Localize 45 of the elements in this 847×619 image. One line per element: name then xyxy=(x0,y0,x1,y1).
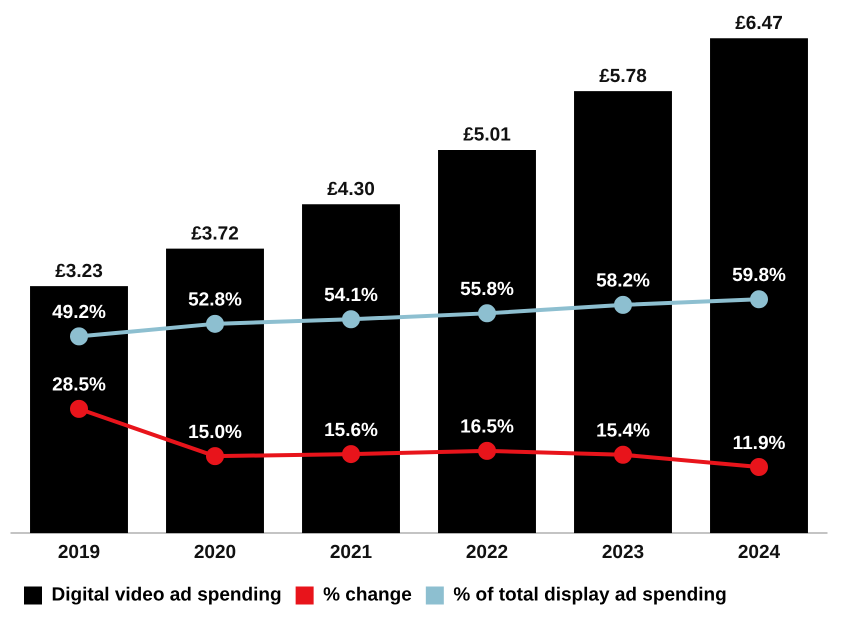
point xyxy=(478,304,496,322)
point xyxy=(750,290,768,308)
legend-label: Digital video ad spending xyxy=(52,584,282,606)
x-tick-label: 2023 xyxy=(602,542,644,563)
data-label: 59.8% xyxy=(732,265,786,286)
point xyxy=(206,447,224,466)
data-label: 58.2% xyxy=(596,270,650,292)
x-tick-label: 2021 xyxy=(330,542,373,563)
point xyxy=(342,445,360,464)
data-label: £3.72 xyxy=(191,223,239,244)
point xyxy=(342,310,360,328)
data-label: 54.1% xyxy=(324,285,378,306)
x-tick-label: 2020 xyxy=(194,542,236,563)
point xyxy=(614,296,632,314)
legend-label: % of total display ad spending xyxy=(453,584,727,606)
data-label: £3.23 xyxy=(55,260,103,282)
data-label: £6.47 xyxy=(735,13,783,34)
data-label: 55.8% xyxy=(460,279,514,300)
bar xyxy=(30,286,128,534)
legend-label: % change xyxy=(323,584,412,606)
data-label: 11.9% xyxy=(732,432,786,454)
data-label: 49.2% xyxy=(52,302,106,324)
data-label: 15.0% xyxy=(188,422,242,443)
point xyxy=(614,446,632,464)
point xyxy=(478,442,496,460)
data-label: 28.5% xyxy=(52,374,106,396)
point xyxy=(70,400,88,418)
x-tick-label: 2019 xyxy=(58,542,100,563)
point xyxy=(70,327,88,346)
bar xyxy=(574,91,672,534)
data-label: 16.5% xyxy=(460,416,514,438)
bar xyxy=(438,150,536,534)
data-label: 15.4% xyxy=(596,420,650,442)
data-label: 52.8% xyxy=(188,290,242,311)
data-label: £5.78 xyxy=(599,66,647,87)
data-label: 15.6% xyxy=(324,420,378,441)
point xyxy=(750,458,768,476)
bar xyxy=(302,204,400,534)
data-label: £4.30 xyxy=(327,179,375,200)
bar xyxy=(166,248,264,534)
data-label: £5.01 xyxy=(463,124,512,146)
x-tick-label: 2022 xyxy=(466,542,508,563)
bar xyxy=(710,38,808,534)
x-tick-label: 2024 xyxy=(738,542,781,563)
point xyxy=(206,314,224,333)
